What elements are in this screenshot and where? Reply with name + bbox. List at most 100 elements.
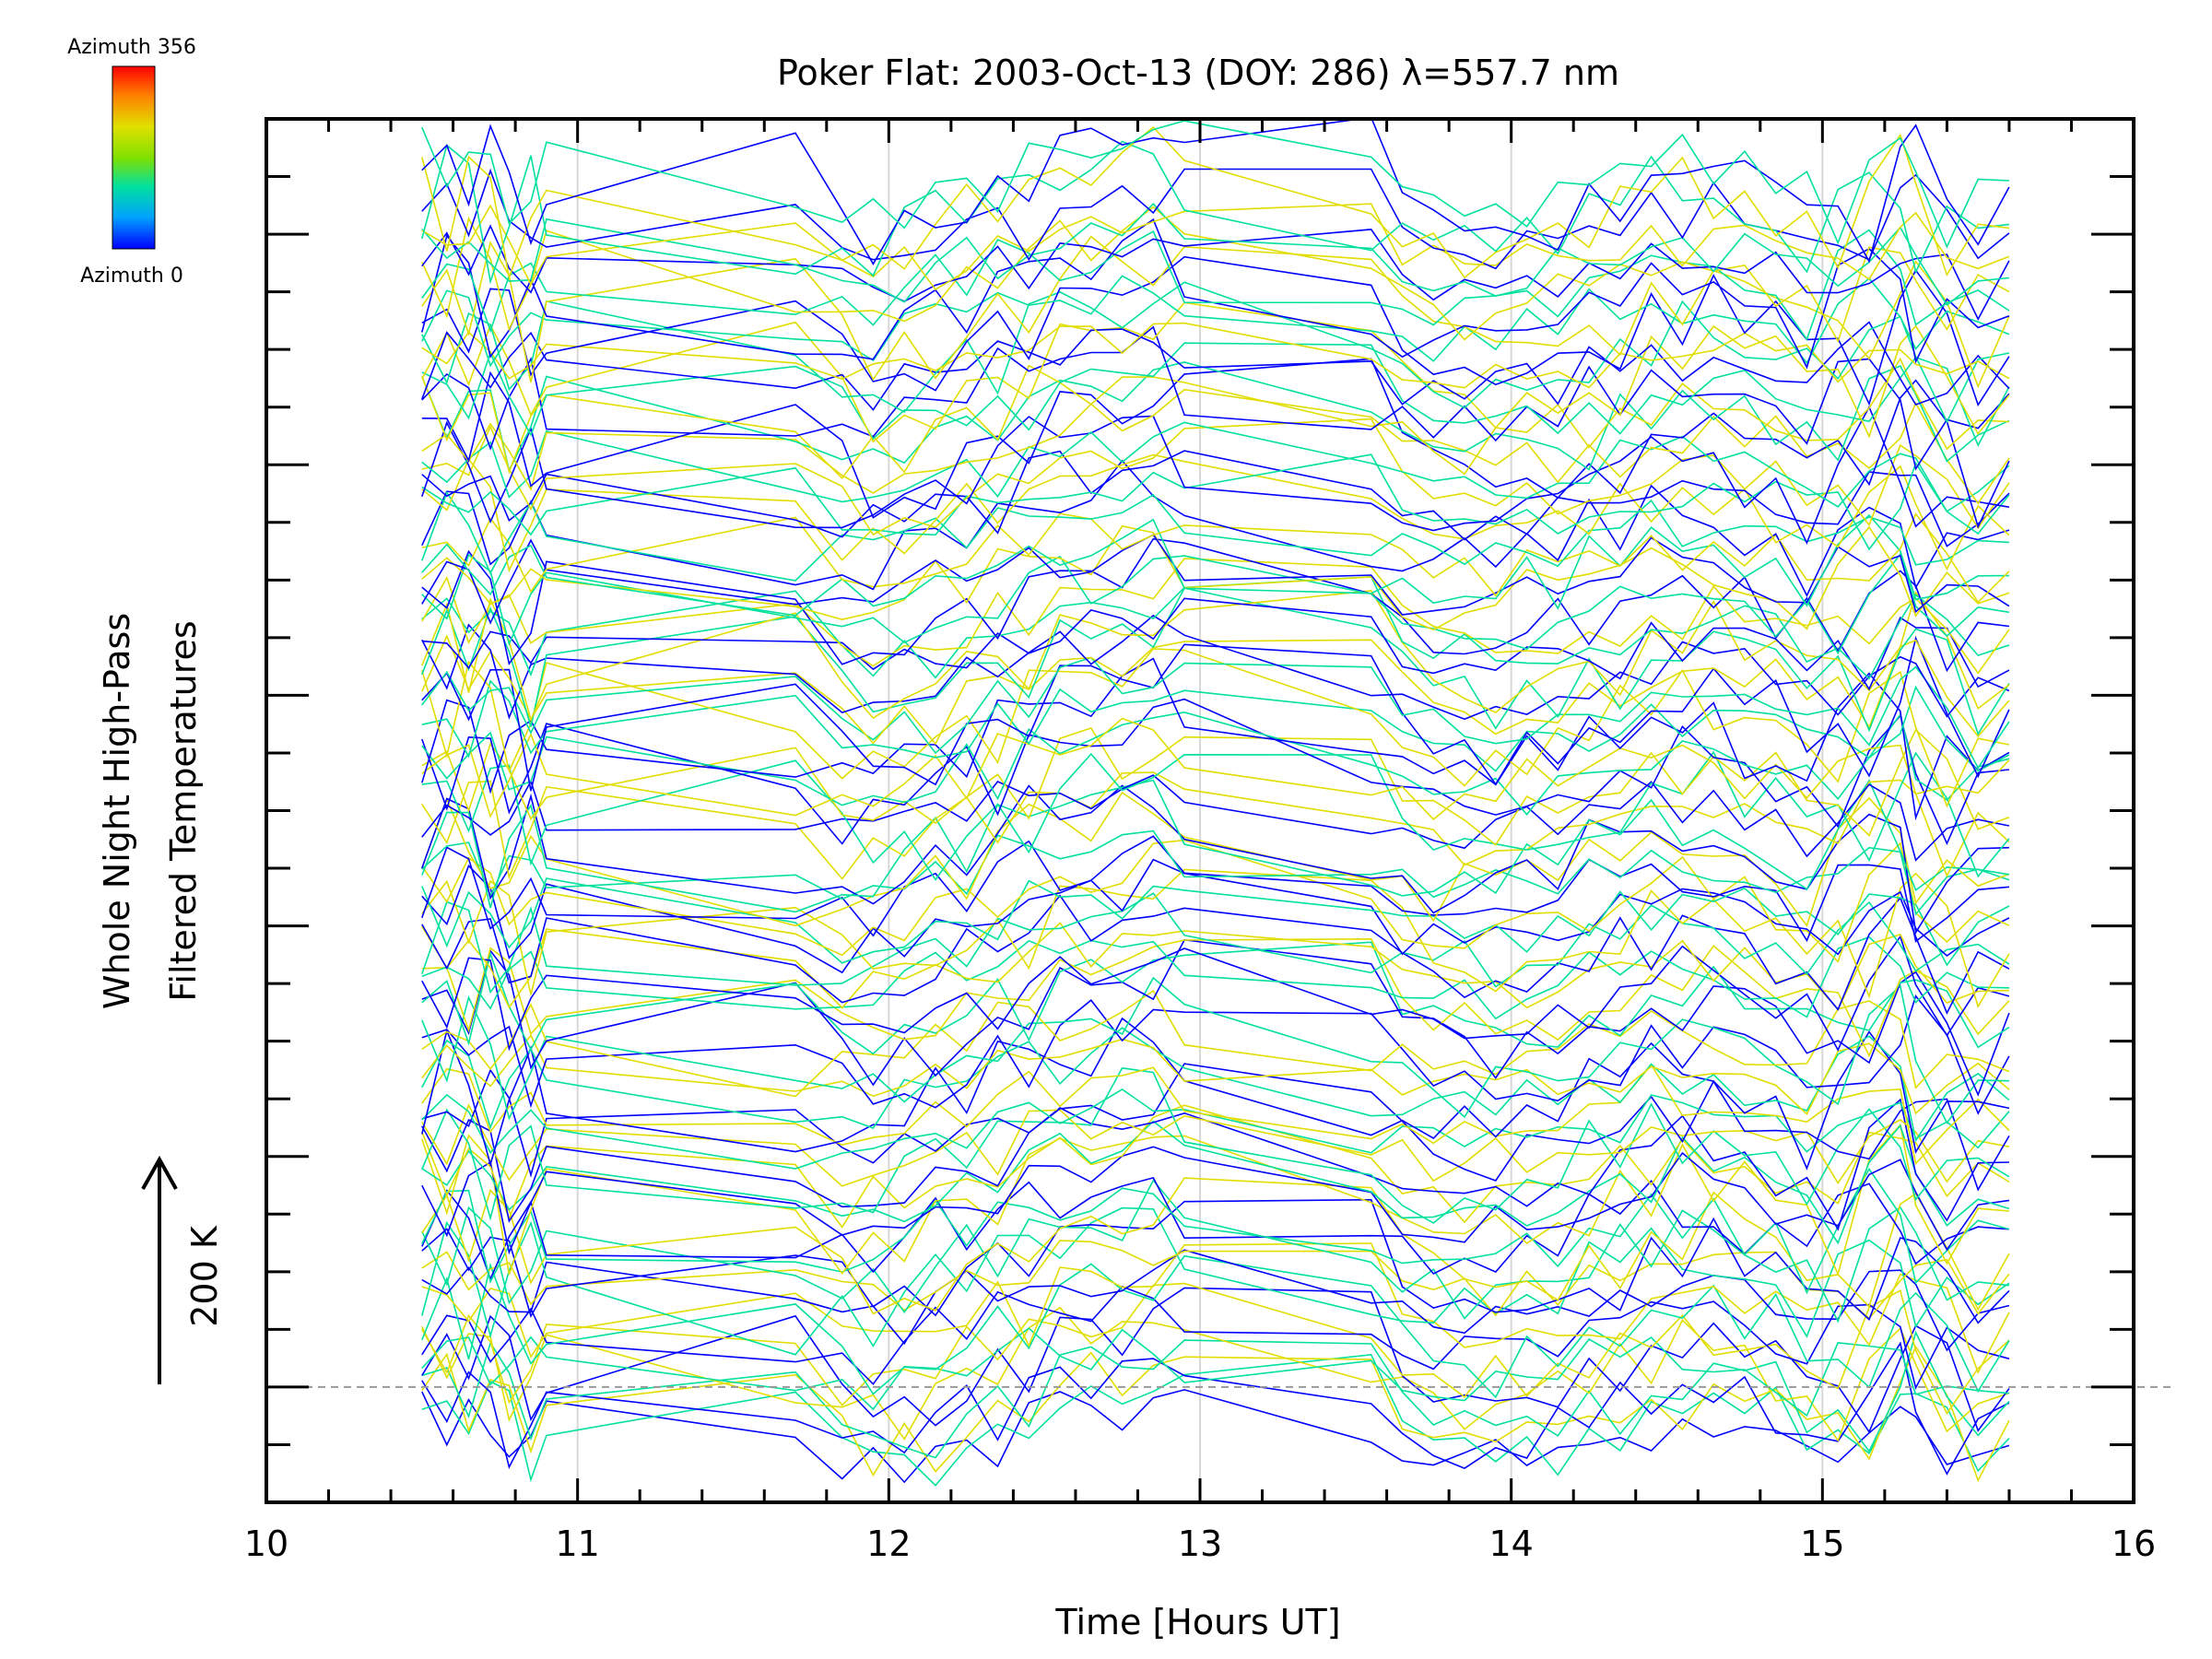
azimuth-series-line	[421, 140, 2009, 285]
colorbar-bottom-label: Azimuth 0	[80, 265, 183, 288]
azimuth-series-line	[421, 894, 2010, 1016]
azimuth-series-line	[421, 1017, 2010, 1171]
azimuth-series-line	[421, 1389, 2010, 1484]
azimuth-series-line	[421, 614, 2010, 721]
azimuth-series-line	[421, 657, 2010, 821]
azimuth-series-line	[421, 218, 2010, 370]
azimuth-series-line	[421, 635, 2010, 792]
azimuth-series-line	[421, 1088, 2010, 1170]
x-axis-title: Time [Hours UT]	[1054, 1602, 1340, 1642]
azimuth-series-line	[421, 558, 2010, 675]
azimuth-series-line	[421, 357, 2009, 480]
x-tick-label: 11	[555, 1524, 599, 1564]
azimuth-series-line	[421, 830, 2010, 916]
scale-indicator: 200 K	[141, 1155, 225, 1384]
azimuth-series-line	[421, 524, 2010, 631]
series-layer	[421, 119, 2010, 1487]
azimuth-series-line	[421, 771, 2010, 880]
azimuth-series-line	[421, 1098, 2009, 1231]
azimuth-series-line	[421, 459, 2010, 597]
azimuth-series-line	[421, 648, 2010, 808]
azimuth-series-line	[421, 858, 2010, 974]
azimuth-series-line	[421, 656, 2010, 770]
azimuth-series-line	[421, 892, 2010, 994]
azimuth-series-line	[421, 839, 2010, 963]
azimuth-series-line	[421, 224, 2010, 321]
azimuth-series-line	[421, 1167, 2010, 1295]
azimuth-series-line	[421, 726, 2010, 846]
azimuth-series-line	[421, 418, 2010, 536]
azimuth-series-line	[421, 698, 2009, 846]
azimuth-series-line	[421, 325, 2010, 471]
azimuth-series-line	[421, 1330, 2010, 1459]
x-tick-label: 14	[1488, 1524, 1533, 1564]
azimuth-series-line	[421, 405, 2010, 545]
azimuth-series-line	[421, 784, 2009, 935]
azimuth-series-line	[421, 1341, 2010, 1476]
azimuth-series-line	[421, 1286, 2010, 1391]
azimuth-series-line	[421, 203, 2010, 291]
azimuth-series-line	[421, 1206, 2010, 1356]
azimuth-series-line	[421, 989, 2010, 1098]
azimuth-series-line	[421, 994, 2010, 1115]
azimuth-series-line	[421, 255, 2010, 407]
azimuth-series-line	[421, 168, 2010, 270]
azimuth-series-line	[421, 1240, 2010, 1320]
azimuth-series-line	[421, 1146, 2010, 1255]
azimuth-series-line	[421, 1249, 2010, 1352]
azimuth-series-line	[421, 750, 2010, 881]
azimuth-series-line	[421, 119, 2010, 265]
azimuth-series-line	[421, 126, 2010, 280]
azimuth-series-line	[421, 634, 2010, 746]
azimuth-series-line	[421, 922, 2009, 1011]
azimuth-series-line	[421, 587, 2010, 736]
azimuth-series-line	[421, 120, 2009, 249]
azimuth-series-line	[421, 1179, 2009, 1324]
azimuth-series-line	[421, 868, 2010, 1008]
azimuth-series-line	[421, 835, 2009, 943]
azimuth-series-line	[421, 512, 2010, 604]
azimuth-series-line	[421, 342, 2010, 447]
x-tick-label: 16	[2112, 1524, 2156, 1564]
azimuth-series-line	[421, 935, 2010, 1052]
azimuth-series-line	[421, 976, 2009, 1124]
azimuth-series-line	[421, 679, 2010, 772]
azimuth-series-line	[421, 275, 2010, 368]
azimuth-series-line	[421, 1287, 2010, 1434]
x-tick-label: 15	[1800, 1524, 1844, 1564]
azimuth-series-line	[421, 321, 2010, 411]
azimuth-series-line	[421, 711, 2010, 816]
x-tick-label: 13	[1178, 1524, 1222, 1564]
azimuth-series-line	[421, 552, 2010, 655]
y-axis-title-line1: Whole Night High-Pass	[97, 613, 137, 1009]
azimuth-series-line	[421, 490, 2009, 582]
azimuth-series-line	[421, 1254, 2010, 1399]
azimuth-series-line	[421, 235, 2010, 389]
azimuth-series-line	[421, 358, 2010, 529]
azimuth-series-line	[421, 941, 2010, 1055]
azimuth-series-line	[421, 1103, 2010, 1187]
azimuth-series-line	[421, 774, 2010, 862]
chart-title: Poker Flat: 2003-Oct-13 (DOY: 286) λ=557…	[777, 53, 1619, 93]
azimuth-series-line	[421, 537, 2009, 673]
azimuth-series-line	[421, 1034, 2010, 1116]
azimuth-series-line	[421, 717, 2010, 820]
azimuth-series-line	[421, 450, 2010, 547]
azimuth-series-line	[421, 1327, 2009, 1418]
colorbar-gradient	[112, 65, 156, 250]
azimuth-series-line	[421, 1063, 2010, 1192]
azimuth-series-line	[421, 206, 2010, 344]
azimuth-series-line	[421, 1353, 2010, 1487]
azimuth-series-line	[421, 1306, 2010, 1442]
azimuth-series-line	[421, 791, 2010, 928]
azimuth-series-line	[421, 1345, 2010, 1483]
azimuth-series-line	[421, 534, 2010, 625]
scale-label: 200 K	[184, 1225, 225, 1327]
azimuth-series-line	[421, 935, 2009, 1020]
azimuth-series-line	[421, 1066, 2010, 1224]
azimuth-series-line	[421, 938, 2010, 1097]
azimuth-series-line	[421, 1176, 2009, 1281]
y-axis-title-line2: Filtered Temperatures	[163, 620, 204, 1001]
azimuth-series-line	[421, 453, 2010, 551]
azimuth-colorbar: Azimuth 356 Azimuth 0	[67, 36, 196, 288]
